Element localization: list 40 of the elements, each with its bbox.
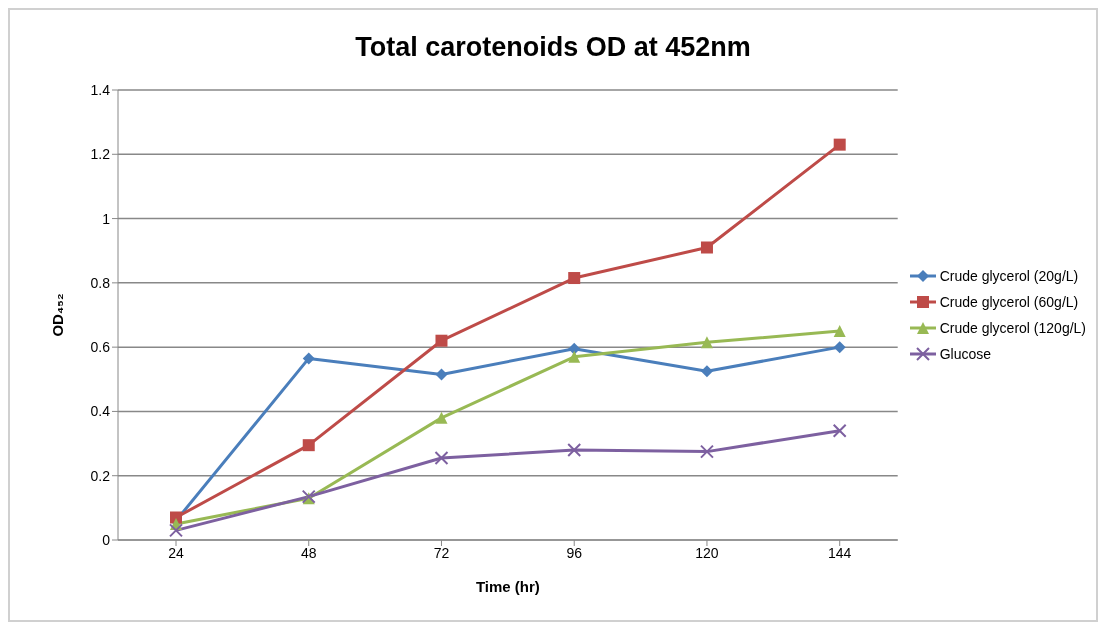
legend-label: Crude glycerol (120g/L) (939, 320, 1086, 336)
point (435, 334, 448, 347)
legend-label: Crude glycerol (60g/L) (939, 294, 1079, 310)
point (567, 443, 582, 457)
point (700, 336, 713, 349)
legend-label: Crude glycerol (20g/L) (939, 268, 1079, 284)
point (833, 138, 846, 151)
x-tick-label: 96 (566, 544, 583, 561)
x-tick-label: 24 (168, 544, 184, 561)
y-tick-label: 0.4 (90, 403, 111, 420)
point (568, 272, 581, 285)
point (699, 444, 714, 459)
y-tick-label: 0.2 (90, 467, 111, 484)
point (832, 423, 847, 438)
y-tick-label: 1.4 (90, 81, 111, 98)
legend-label: Glucose (939, 346, 992, 362)
point (568, 350, 581, 363)
point (700, 241, 713, 254)
point (700, 365, 713, 378)
chart-title: Total carotenoids OD at 452nm (355, 32, 751, 62)
y-tick-label: 0.8 (90, 274, 111, 291)
x-tick-label: 72 (433, 544, 450, 561)
point (568, 342, 581, 355)
y-tick-label: 1.2 (90, 146, 111, 163)
y-tick-label: 0.6 (90, 339, 111, 356)
point (833, 341, 846, 354)
y-axis-title: OD₄₅₂ (49, 293, 67, 337)
x-tick-label: 48 (300, 544, 317, 561)
point (435, 411, 448, 424)
x-axis-title: Time (hr) (475, 578, 540, 595)
x-tick-label: 120 (695, 544, 719, 561)
point (833, 325, 846, 338)
point (302, 439, 315, 452)
point (302, 352, 315, 365)
point (435, 368, 448, 381)
point (434, 451, 449, 466)
x-tick-label: 144 (828, 544, 852, 561)
y-tick-label: 0 (102, 531, 111, 548)
y-tick-label: 1 (102, 210, 111, 227)
point (169, 523, 183, 538)
